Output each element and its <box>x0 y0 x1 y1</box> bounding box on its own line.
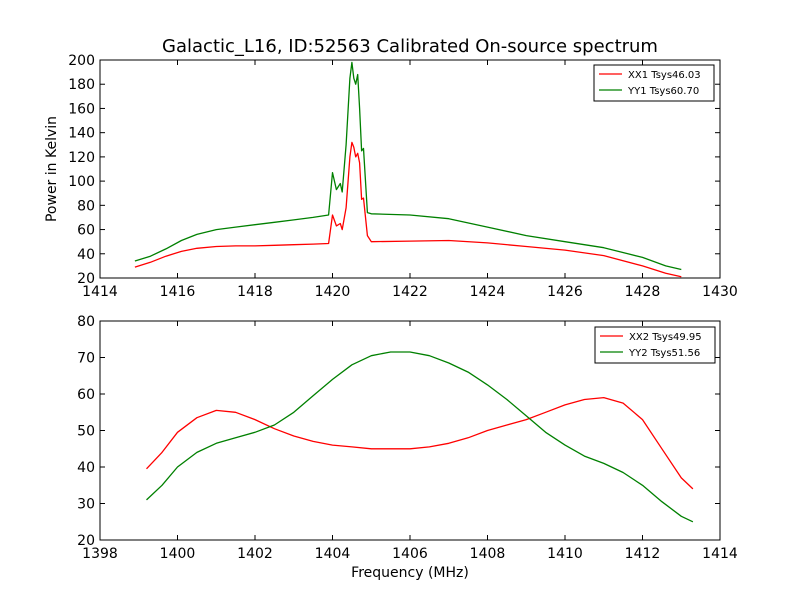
x-tick-label: 1428 <box>625 284 661 300</box>
series-line-yy1 <box>134 61 682 271</box>
x-tick-label: 1404 <box>315 546 351 562</box>
series-line-xx2 <box>146 396 694 490</box>
y-tick-label: 160 <box>68 101 95 117</box>
bottom-legend: XX2 Tsys49.95 YY2 Tsys51.56 <box>594 326 716 364</box>
y-tick-label: 50 <box>77 424 95 440</box>
x-tick-label: 1416 <box>160 284 196 300</box>
y-tick-label: 40 <box>77 247 95 263</box>
x-tick-label: 1400 <box>160 546 196 562</box>
x-tick-label: 1430 <box>702 284 738 300</box>
bottom-plot-series <box>146 351 694 523</box>
legend-label-yy2: YY2 Tsys51.56 <box>628 348 700 359</box>
x-tick-label: 1418 <box>237 284 273 300</box>
y-tick-label: 100 <box>68 174 95 190</box>
top-legend: XX1 Tsys46.03 YY1 Tsys60.70 <box>593 64 715 102</box>
legend-label-xx2: XX2 Tsys49.95 <box>629 332 702 343</box>
legend-label-yy1: YY1 Tsys60.70 <box>627 86 699 97</box>
x-tick-label: 1412 <box>625 546 661 562</box>
x-tick-label: 1422 <box>392 284 428 300</box>
bottom-plot-ticks: 1398 1400 1402 1404 1406 1408 1410 1412 1414 20 30… <box>77 314 738 562</box>
chart-title: Galactic_L16, ID:52563 Calibrated On-sou… <box>162 36 658 57</box>
x-axis-label: Frequency (MHz) <box>351 565 469 581</box>
y-axis-label: Power in Kelvin <box>44 116 60 222</box>
x-tick-label: 1420 <box>315 284 351 300</box>
y-tick-label: 20 <box>77 271 95 287</box>
y-tick-label: 140 <box>68 126 95 142</box>
legend-label-xx1: XX1 Tsys46.03 <box>628 70 701 81</box>
x-tick-label: 1408 <box>470 546 506 562</box>
x-tick-label: 1426 <box>547 284 583 300</box>
x-tick-label: 1410 <box>547 546 583 562</box>
top-plot-series <box>134 61 682 278</box>
series-line-yy2 <box>146 351 694 523</box>
x-tick-label: 1424 <box>470 284 506 300</box>
y-tick-label: 40 <box>77 460 95 476</box>
y-tick-label: 120 <box>68 150 95 166</box>
top-legend-box <box>593 64 715 102</box>
series-line-xx1 <box>134 141 682 278</box>
x-tick-label: 1402 <box>237 546 273 562</box>
x-tick-label: 1414 <box>82 284 118 300</box>
top-plot: 1414 1416 1418 1420 1422 1424 1426 1428 1430 20 40… <box>68 53 738 300</box>
x-tick-label: 1406 <box>392 546 428 562</box>
y-tick-label: 80 <box>77 314 95 330</box>
y-tick-label: 30 <box>77 497 95 513</box>
y-tick-label: 180 <box>68 77 95 93</box>
y-tick-label: 20 <box>77 533 95 549</box>
y-tick-label: 60 <box>77 223 95 239</box>
y-tick-label: 200 <box>68 53 95 69</box>
x-tick-label: 1414 <box>702 546 738 562</box>
bottom-plot: 1398 1400 1402 1404 1406 1408 1410 1412 1414 20 30… <box>77 314 738 562</box>
y-tick-label: 60 <box>77 387 95 403</box>
y-tick-label: 80 <box>77 198 95 214</box>
x-tick-label: 1398 <box>82 546 118 562</box>
top-plot-ticks: 1414 1416 1418 1420 1422 1424 1426 1428 1430 20 40… <box>68 53 738 300</box>
bottom-legend-box <box>594 326 716 364</box>
y-tick-label: 70 <box>77 351 95 367</box>
